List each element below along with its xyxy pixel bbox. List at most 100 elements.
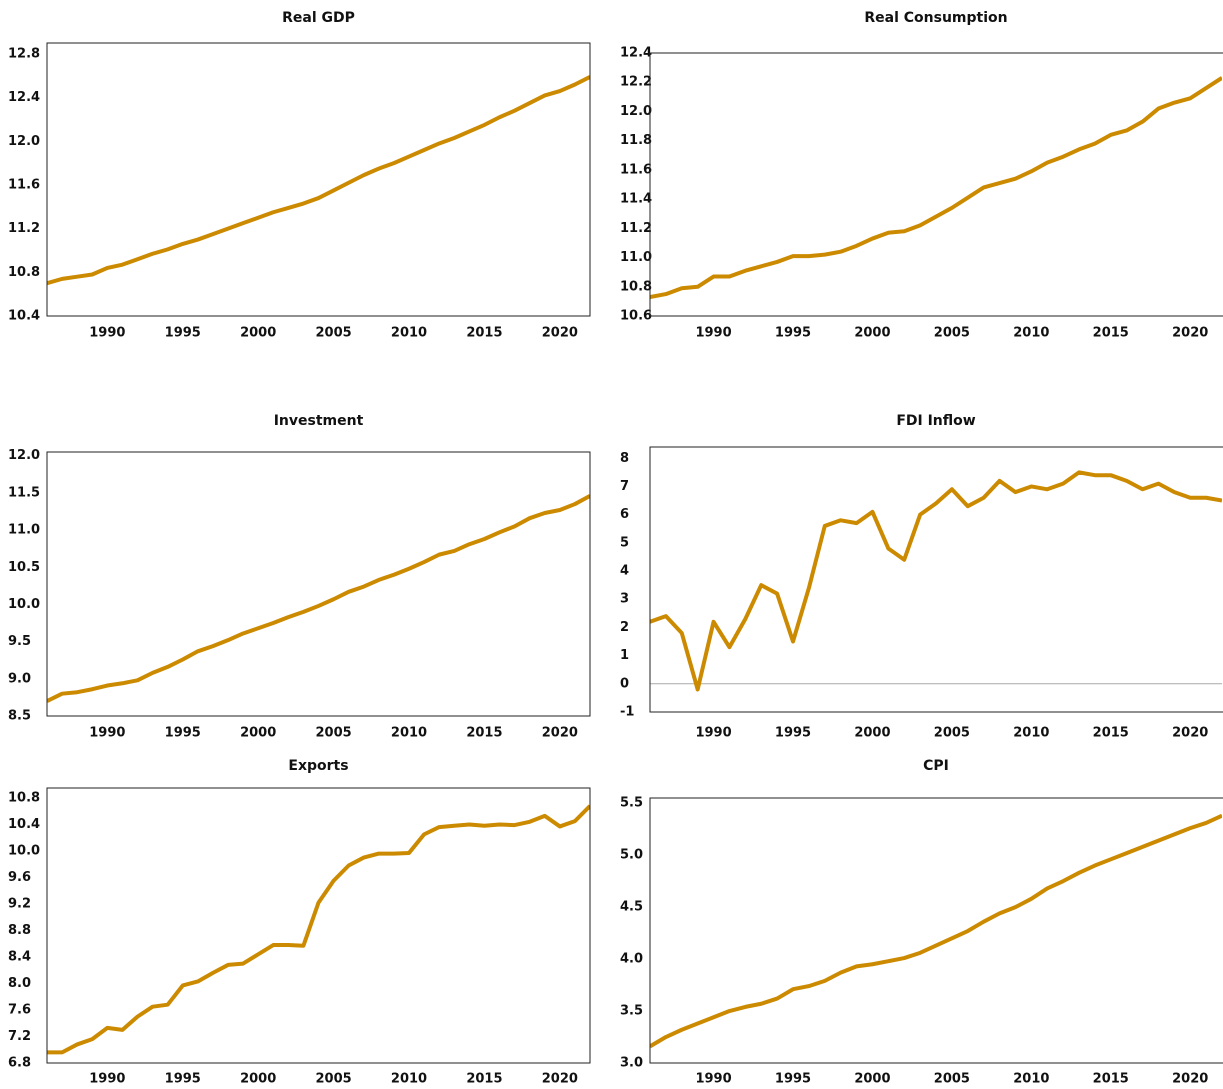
chart-title: CPI [923, 758, 949, 774]
x-tick-label: 2000 [854, 326, 890, 341]
plot-area [650, 813, 1222, 1049]
x-tick-label: 1995 [165, 326, 201, 341]
x-tick-label: 1990 [89, 1072, 125, 1087]
data-line [47, 75, 590, 286]
y-tick-label: 5 [620, 535, 629, 550]
x-tick-label: 2005 [934, 1072, 970, 1087]
y-tick-label: 8.4 [8, 949, 31, 964]
y-tick-label: 9.6 [8, 870, 31, 885]
y-tick-label: 12.0 [8, 448, 40, 463]
y-tick-label: 10.4 [8, 817, 40, 832]
plot-area [650, 76, 1222, 299]
y-tick-label: 11.6 [620, 162, 652, 177]
x-tick-label: 1995 [165, 726, 201, 741]
x-tick-label: 2015 [1093, 726, 1129, 741]
x-tick-label: 2010 [391, 726, 427, 741]
x-tick-label: 2010 [391, 326, 427, 341]
chart-title: Real GDP [282, 10, 355, 26]
y-tick-label: 12.4 [8, 90, 40, 105]
x-tick-label: 1995 [775, 326, 811, 341]
plot-area [47, 75, 590, 286]
x-tick-label: 1990 [695, 726, 731, 741]
y-tick-label: 10.6 [620, 309, 652, 324]
y-tick-label: 12.8 [8, 46, 40, 61]
x-tick-label: 2015 [466, 726, 502, 741]
y-tick-label: 12.2 [620, 75, 652, 90]
plot-area [47, 804, 590, 1055]
y-tick-label: 6.8 [8, 1056, 31, 1071]
y-tick-label: 5.5 [620, 796, 643, 811]
x-tick-label: 2020 [542, 326, 578, 341]
x-tick-label: 2005 [315, 326, 351, 341]
y-tick-label: 10.8 [8, 790, 40, 805]
x-tick-label: 2015 [466, 326, 502, 341]
x-tick-label: 1990 [89, 726, 125, 741]
y-tick-label: 9.2 [8, 896, 31, 911]
x-tick-label: 2015 [1093, 326, 1129, 341]
y-tick-label: 3.5 [620, 1004, 643, 1019]
y-tick-label: 5.0 [620, 848, 643, 863]
y-tick-label: 3.0 [620, 1056, 643, 1071]
y-tick-label: 11.4 [620, 192, 652, 207]
chart-title: FDI Inflow [896, 413, 975, 429]
y-tick-label: 9.0 [8, 671, 31, 686]
plot-frame [46, 451, 591, 717]
x-tick-label: 2010 [1013, 326, 1049, 341]
data-line [47, 804, 590, 1055]
x-tick-label: 2005 [934, 326, 970, 341]
y-tick-label: 7.2 [8, 1029, 31, 1044]
y-tick-label: 2 [620, 620, 629, 635]
chart-title: Investment [274, 413, 364, 429]
x-tick-label: 2020 [542, 1072, 578, 1087]
y-tick-label: -1 [620, 705, 634, 720]
y-tick-label: 10.4 [8, 309, 40, 324]
x-tick-label: 2000 [854, 1072, 890, 1087]
y-tick-label: 7.6 [8, 1002, 31, 1017]
x-tick-label: 2015 [466, 1072, 502, 1087]
x-tick-label: 1990 [89, 326, 125, 341]
y-tick-label: 3 [620, 592, 629, 607]
x-tick-label: 1995 [775, 1072, 811, 1087]
x-tick-label: 2015 [1093, 1072, 1129, 1087]
y-tick-label: 4.0 [620, 952, 643, 967]
x-tick-label: 2000 [240, 726, 276, 741]
y-tick-label: 8 [620, 451, 629, 466]
x-tick-label: 2000 [854, 726, 890, 741]
y-tick-label: 8.5 [8, 709, 31, 724]
y-tick-label: 10.0 [8, 597, 40, 612]
x-tick-label: 2010 [1013, 726, 1049, 741]
x-tick-label: 2020 [1172, 326, 1208, 341]
x-tick-label: 1990 [695, 1072, 731, 1087]
data-line [47, 494, 590, 703]
x-tick-label: 2000 [240, 326, 276, 341]
x-tick-label: 2005 [315, 1072, 351, 1087]
y-tick-label: 11.8 [620, 133, 652, 148]
x-tick-label: 1990 [695, 326, 731, 341]
y-tick-label: 0 [620, 676, 629, 691]
x-tick-label: 1995 [775, 726, 811, 741]
x-tick-label: 1995 [165, 1072, 201, 1087]
data-line [650, 76, 1222, 299]
y-tick-label: 8.8 [8, 923, 31, 938]
y-tick-label: 10.8 [8, 265, 40, 280]
x-tick-label: 2005 [934, 726, 970, 741]
x-tick-label: 2005 [315, 726, 351, 741]
plot-frame [649, 52, 1223, 317]
y-tick-label: 11.2 [8, 221, 40, 236]
y-tick-label: 10.5 [8, 560, 40, 575]
plot-frame [46, 42, 591, 317]
plot-frame [649, 446, 1223, 713]
plot-frame [649, 797, 1223, 1064]
y-tick-label: 12.4 [620, 46, 652, 61]
y-tick-label: 12.0 [620, 104, 652, 119]
y-tick-label: 7 [620, 479, 629, 494]
data-line [650, 813, 1222, 1049]
y-tick-label: 8.0 [8, 976, 31, 991]
x-tick-label: 2020 [1172, 1072, 1208, 1087]
chart-title: Exports [288, 758, 348, 774]
y-tick-label: 6 [620, 507, 629, 522]
y-tick-label: 11.5 [8, 485, 40, 500]
y-tick-label: 10.0 [8, 843, 40, 858]
x-tick-label: 2020 [1172, 726, 1208, 741]
